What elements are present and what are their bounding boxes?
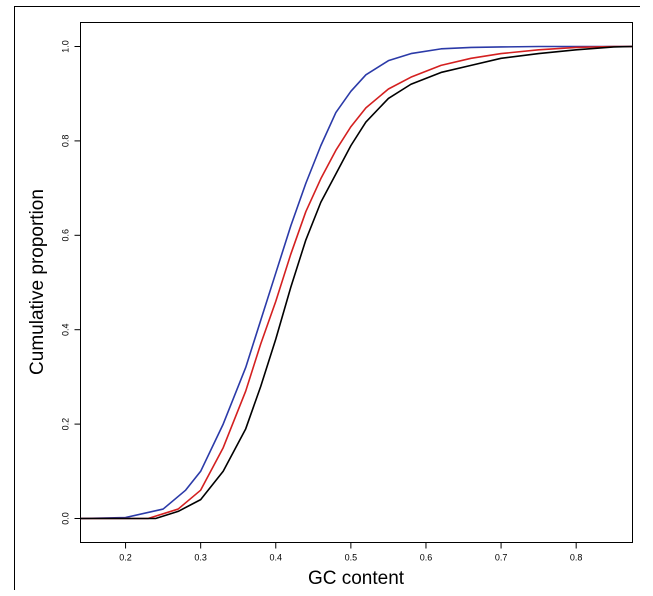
y-axis-title: Cumulative proportion [27, 189, 48, 375]
x-tick-label-4: 0.6 [420, 553, 433, 563]
y-tick-label-4: 0.8 [61, 135, 71, 148]
x-axis: 0.2 0.3 0.4 0.5 0.6 0.7 0.8 [119, 542, 583, 563]
y-tick-label-1: 0.2 [61, 418, 71, 431]
series-layer [80, 45, 633, 520]
x-tick-label-5: 0.7 [495, 553, 508, 563]
series-line-1 [80, 45, 633, 520]
x-tick-label-0: 0.2 [119, 553, 132, 563]
x-tick-label-2: 0.4 [270, 553, 283, 563]
series-line-2 [80, 45, 633, 520]
y-tick-label-2: 0.4 [61, 323, 71, 336]
y-axis: 0.0 0.2 0.4 0.6 0.8 1.0 [61, 40, 81, 525]
plot-area [80, 22, 633, 543]
x-tick-label-3: 0.5 [345, 553, 358, 563]
y-tick-label-5: 1.0 [61, 40, 71, 53]
x-axis-title: GC content [308, 568, 405, 589]
series-line-3 [80, 45, 633, 520]
x-tick-label-6: 0.8 [570, 553, 583, 563]
x-tick-label-1: 0.3 [194, 553, 207, 563]
y-tick-label-3: 0.6 [61, 229, 71, 242]
y-tick-label-0: 0.0 [61, 512, 71, 525]
